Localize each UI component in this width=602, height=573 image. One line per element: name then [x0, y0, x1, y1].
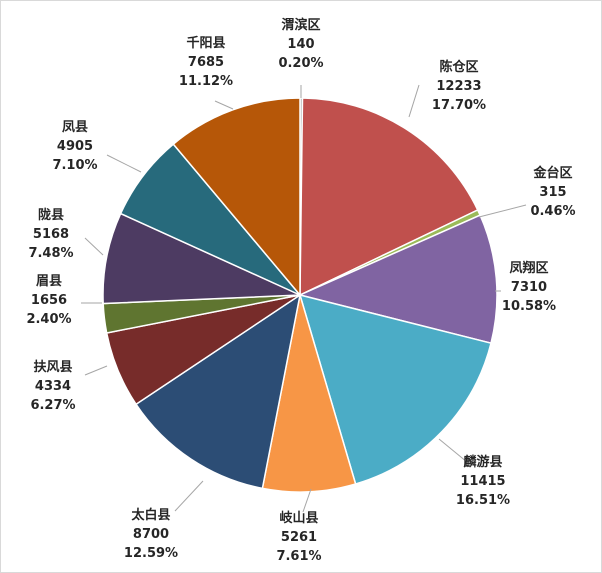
slice-value-label: 11415 [460, 474, 505, 489]
slice-percent-label: 0.46% [530, 204, 575, 219]
data-label-6: 岐山县 5261 7.61% [276, 510, 321, 564]
pie-slice-6 [261, 294, 357, 493]
slice-name-label: 渭滨区 [281, 17, 320, 33]
slice-percent-label: 17.70% [432, 98, 486, 113]
slice-name-label: 太白县 [130, 507, 170, 523]
slice-name-label: 千阳县 [186, 35, 225, 51]
leader-line-2 [408, 84, 420, 118]
data-label-2: 陈仓区 12233 17.70% [432, 59, 486, 113]
slice-percent-label: 7.10% [52, 158, 97, 173]
slice-name-label: 眉县 [36, 274, 62, 289]
slice-value-label: 1656 [31, 293, 67, 308]
slice-value-label: 140 [287, 37, 314, 52]
pie-slice-4 [297, 214, 498, 345]
leader-line-12 [214, 100, 234, 110]
leader-line-8 [84, 365, 108, 376]
slice-percent-label: 7.48% [28, 246, 73, 261]
data-label-11: 凤县 4905 7.10% [52, 120, 97, 173]
slice-name-label: 岐山县 [279, 510, 318, 526]
slice-percent-label: 10.58% [502, 299, 556, 314]
slice-value-label: 8700 [133, 527, 169, 542]
slice-name-label: 陈仓区 [439, 59, 478, 75]
data-label-10: 陇县 5168 7.48% [28, 207, 73, 261]
slice-name-label: 扶风县 [33, 359, 72, 375]
leader-line-11 [106, 154, 142, 173]
slice-percent-label: 11.12% [179, 74, 233, 89]
slice-value-label: 4334 [35, 379, 71, 394]
leader-line-3 [478, 204, 527, 218]
pie-slice-2 [299, 97, 479, 297]
slice-value-label: 12233 [436, 79, 481, 94]
data-label-5: 麟游县 11415 16.51% [456, 454, 510, 508]
slice-name-label: 凤县 [62, 120, 88, 135]
slice-value-label: 315 [539, 185, 566, 200]
data-label-1: 渭滨区 140 0.20% [278, 17, 323, 71]
leader-line-7 [174, 480, 204, 512]
pie-slice-7 [135, 293, 302, 490]
data-label-9: 眉县 1656 2.40% [26, 274, 71, 327]
slice-percent-label: 2.40% [26, 312, 71, 327]
slice-percent-label: 16.51% [456, 493, 510, 508]
pie-slice-12 [172, 97, 301, 298]
slice-percent-label: 0.20% [278, 56, 323, 71]
slice-value-label: 5261 [281, 530, 317, 545]
slice-percent-label: 7.61% [276, 549, 321, 564]
slice-name-label: 麟游县 [463, 454, 502, 470]
slice-name-label: 凤翔区 [509, 260, 548, 276]
slice-name-label: 金台区 [532, 165, 572, 181]
leader-line-10 [84, 237, 104, 256]
data-label-8: 扶风县 4334 6.27% [30, 359, 75, 413]
slice-percent-label: 6.27% [30, 398, 75, 413]
leader-line-5 [438, 438, 468, 463]
data-label-3: 金台区 315 0.46% [530, 165, 575, 219]
leader-line-6 [302, 488, 312, 513]
slice-value-label: 4905 [57, 139, 93, 154]
slice-value-label: 7310 [511, 280, 547, 295]
data-label-7: 太白县 8700 12.59% [124, 507, 178, 561]
data-label-12: 千阳县 7685 11.12% [179, 35, 233, 89]
data-label-4: 凤翔区 7310 10.58% [502, 260, 556, 314]
slice-value-label: 7685 [188, 55, 224, 70]
slice-value-label: 5168 [33, 227, 69, 242]
slice-name-label: 陇县 [38, 207, 64, 223]
pie-slice-5 [298, 293, 492, 485]
slice-percent-label: 12.59% [124, 546, 178, 561]
